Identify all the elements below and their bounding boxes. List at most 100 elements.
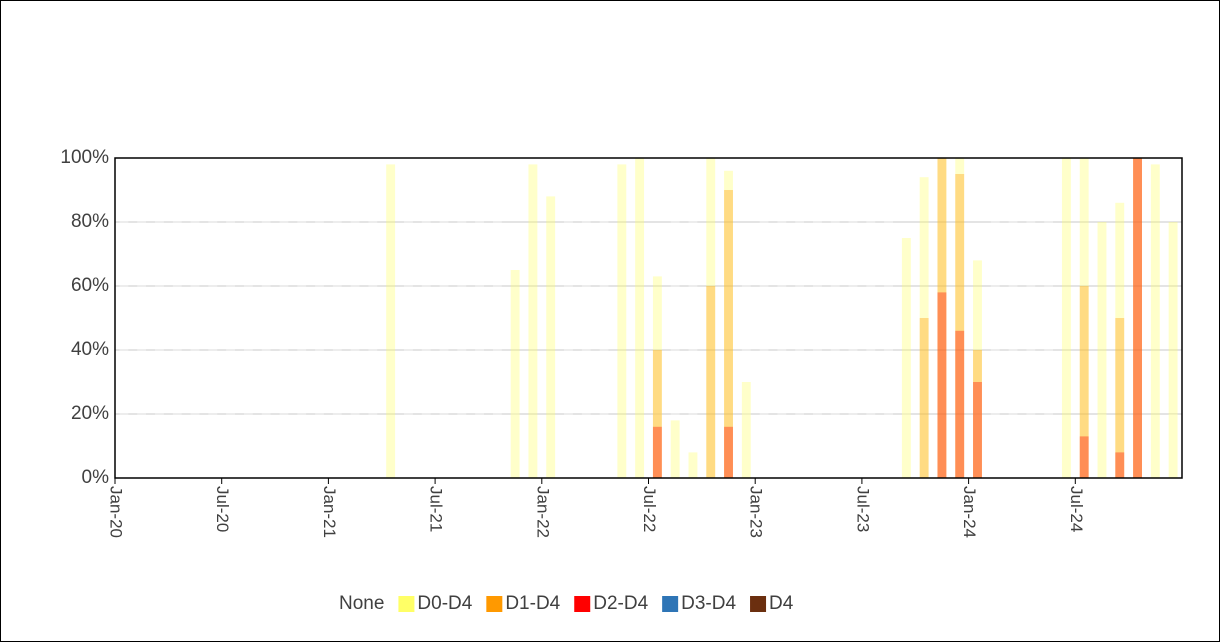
bar xyxy=(777,158,787,478)
bar xyxy=(724,465,733,478)
legend-swatch xyxy=(320,596,336,612)
bar xyxy=(706,286,716,478)
bar xyxy=(795,158,805,478)
bar xyxy=(1168,222,1178,478)
bar xyxy=(581,158,591,478)
x-tick-label: Jan-20 xyxy=(107,486,126,538)
bar xyxy=(919,177,929,478)
bar xyxy=(688,183,698,478)
bar xyxy=(973,350,982,478)
bar xyxy=(528,164,538,478)
bar xyxy=(901,398,911,478)
bar xyxy=(1150,164,1160,478)
bar xyxy=(528,471,538,478)
bar xyxy=(226,158,236,478)
bar xyxy=(617,471,627,478)
bar xyxy=(261,158,271,478)
x-tick-label: Jan-23 xyxy=(747,486,766,538)
bar xyxy=(599,158,609,478)
bar xyxy=(297,158,307,478)
bar xyxy=(190,158,200,478)
bar xyxy=(279,158,289,478)
bar xyxy=(955,174,965,478)
bar xyxy=(564,158,573,478)
bar xyxy=(1026,158,1036,478)
bar xyxy=(973,375,982,478)
bar xyxy=(937,292,947,478)
y-tick-label: 20% xyxy=(71,403,109,424)
bar xyxy=(724,426,733,478)
x-tick-label: Jul-22 xyxy=(640,486,659,532)
bar xyxy=(1115,318,1125,478)
bar xyxy=(1079,436,1089,478)
bar xyxy=(706,158,716,478)
bar xyxy=(475,158,485,478)
x-tick-label: Jul-24 xyxy=(1067,486,1086,532)
bar xyxy=(1115,452,1125,478)
x-tick-label: Jan-22 xyxy=(533,486,552,538)
bar xyxy=(155,158,164,478)
bar xyxy=(688,452,698,478)
bar xyxy=(635,158,645,478)
bar xyxy=(546,196,556,478)
bar xyxy=(901,238,911,478)
bar xyxy=(884,158,894,478)
bar xyxy=(990,158,1000,478)
x-tick-label: Jan-24 xyxy=(960,486,979,538)
bar xyxy=(937,158,947,478)
bar xyxy=(208,158,218,478)
bar xyxy=(1079,286,1089,478)
y-tick-label: 40% xyxy=(71,339,109,360)
bar xyxy=(759,158,769,478)
legend-label: D1-D4 xyxy=(505,593,560,614)
legend-swatch xyxy=(398,596,415,612)
bar xyxy=(1097,222,1107,478)
bar xyxy=(368,158,378,478)
legend-label: D4 xyxy=(769,593,794,614)
bar xyxy=(617,164,627,478)
bar xyxy=(652,426,662,478)
bar xyxy=(973,382,982,478)
bar xyxy=(1133,158,1142,478)
y-tick-label: 100% xyxy=(60,147,109,168)
bar xyxy=(1115,433,1125,478)
legend-swatch xyxy=(662,596,679,612)
bar xyxy=(1097,414,1107,478)
bar xyxy=(332,158,342,478)
bar xyxy=(403,158,413,478)
y-tick-label: 80% xyxy=(71,211,109,232)
y-tick-label: 60% xyxy=(71,275,109,296)
bar xyxy=(439,158,449,478)
x-tick-label: Jul-23 xyxy=(853,486,872,532)
bar xyxy=(1008,158,1018,478)
bar xyxy=(243,158,253,478)
bar xyxy=(1133,158,1142,478)
legend-label: None xyxy=(339,593,384,614)
legend-label: D2-D4 xyxy=(593,593,648,614)
bar xyxy=(1150,471,1160,478)
bar xyxy=(724,170,733,479)
legend-label: D3-D4 xyxy=(681,593,736,614)
bar xyxy=(546,439,556,478)
bar xyxy=(670,420,680,478)
bar xyxy=(350,158,360,478)
bar xyxy=(119,158,129,478)
bar xyxy=(812,158,822,478)
bar xyxy=(741,382,751,478)
bar xyxy=(492,158,502,478)
bar xyxy=(172,158,182,478)
legend-swatch xyxy=(486,596,503,612)
x-tick-label: Jul-20 xyxy=(213,486,232,532)
bar xyxy=(510,366,520,478)
bar xyxy=(386,471,396,478)
x-tick-label: Jul-21 xyxy=(427,486,446,532)
bar xyxy=(724,190,733,478)
bar xyxy=(830,158,840,478)
legend-swatch xyxy=(750,596,767,612)
legend-label: D0-D4 xyxy=(417,593,472,614)
bar xyxy=(1061,158,1071,478)
bar xyxy=(1168,414,1178,478)
bar xyxy=(137,158,147,478)
